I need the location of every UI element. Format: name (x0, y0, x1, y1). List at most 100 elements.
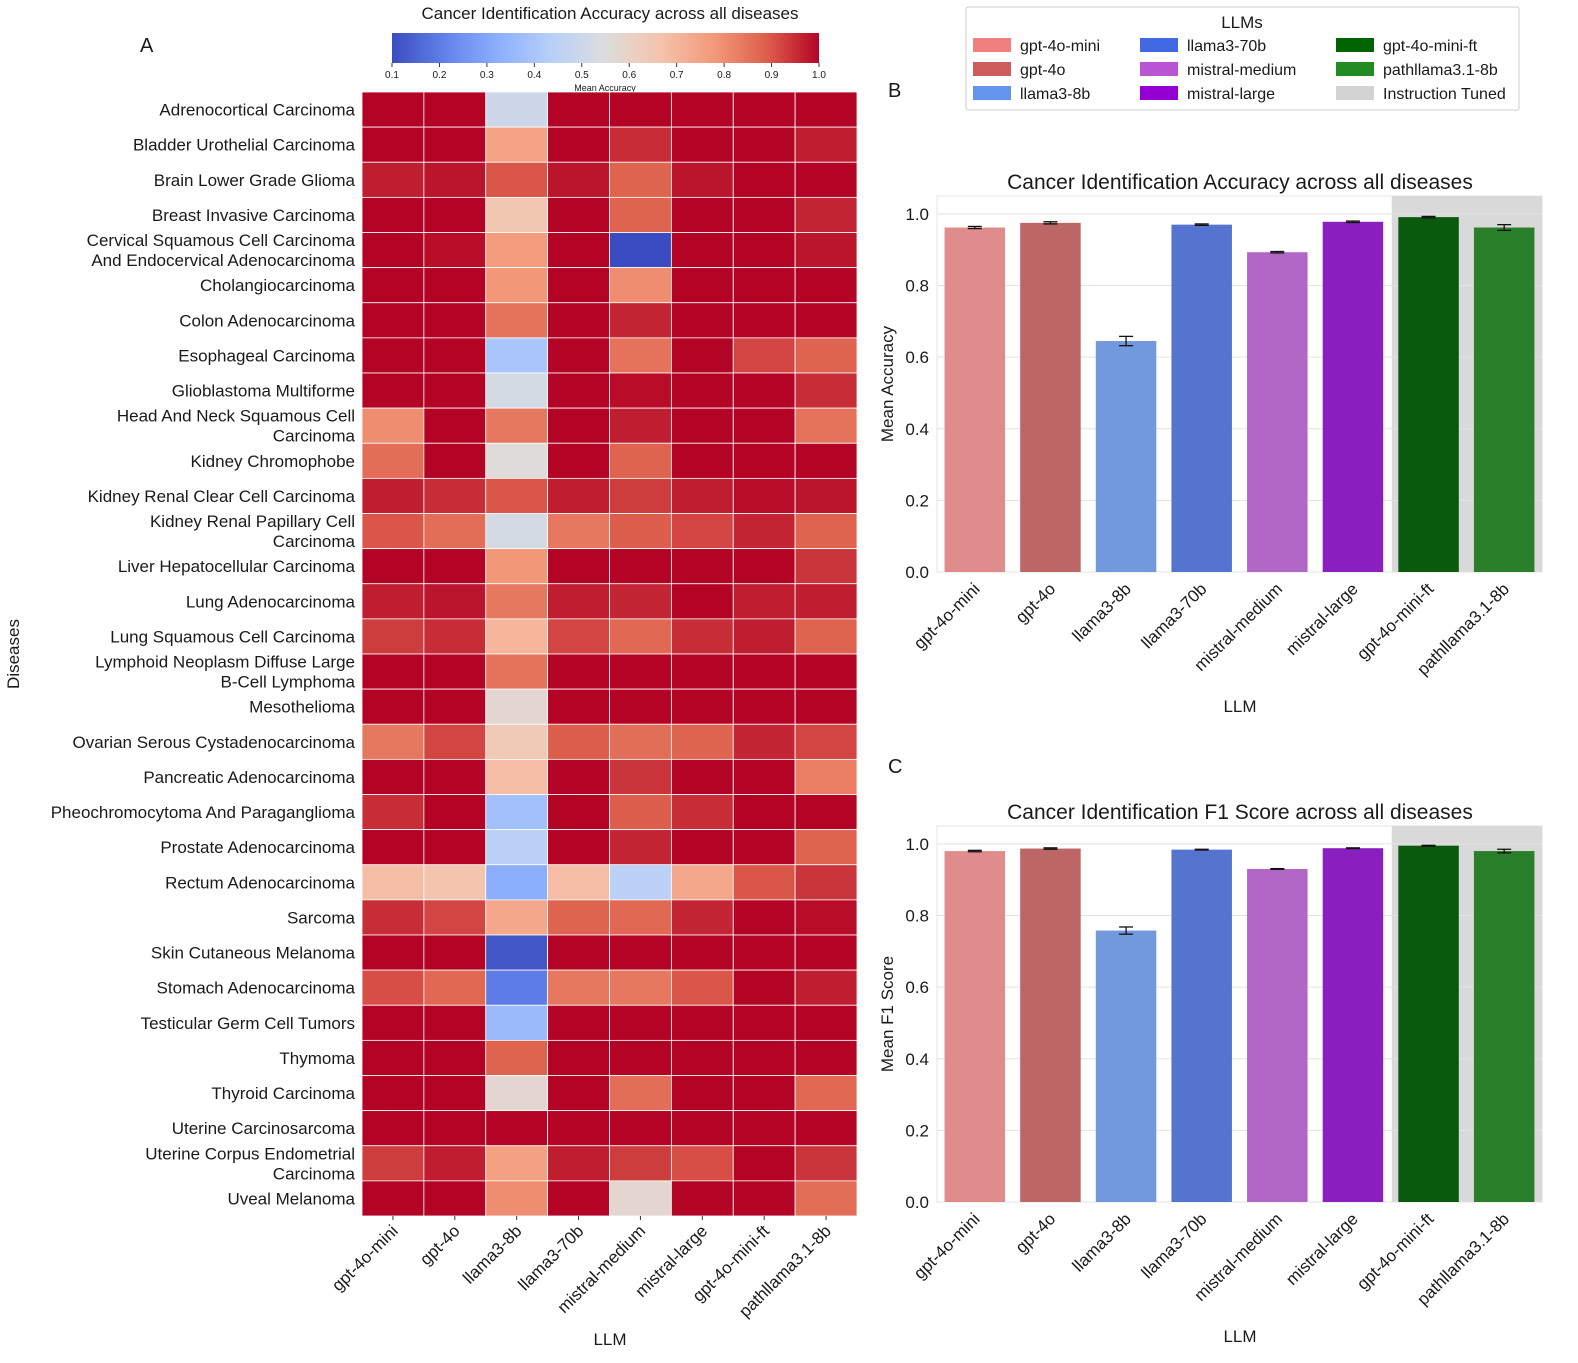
heatmap-cell (670, 267, 734, 304)
heatmap-cell (423, 196, 487, 233)
heatmap-cell (547, 688, 610, 725)
heatmap-cell (547, 513, 610, 550)
heatmap-row-label: Sarcoma (287, 908, 356, 927)
x-tick-label: gpt-4o-mini (910, 579, 984, 653)
heatmap-cell (485, 653, 549, 690)
heatmap-cell (794, 758, 858, 795)
legend: LLMs gpt-4o-mini gpt-4o llama3-8b llama3-70… (965, 6, 1520, 111)
heatmap-cell (361, 934, 425, 971)
heatmap-cell (732, 688, 796, 725)
heatmap-cell (670, 583, 734, 620)
y-axis-label: Mean F1 Score (878, 956, 897, 1072)
heatmap-cell (794, 969, 858, 1006)
heatmap-cell (547, 477, 610, 514)
heatmap-cell (670, 161, 734, 198)
heatmap-cell (732, 232, 796, 269)
heatmap-cell (609, 161, 672, 198)
heatmap-cell (485, 583, 549, 620)
heatmap-cell (732, 442, 796, 479)
x-tick-label: llama3-70b (1138, 1209, 1211, 1282)
heatmap-row-label: Testicular Germ Cell Tumors (141, 1014, 355, 1033)
heatmap-cell (547, 723, 610, 760)
y-tick-label: 0.8 (905, 907, 929, 926)
heatmap-cell (794, 196, 858, 233)
heatmap-cell (609, 548, 672, 585)
legend-swatch (1140, 38, 1178, 52)
legend-swatch (973, 86, 1011, 100)
heatmap-cell (732, 583, 796, 620)
heatmap-cell (485, 1075, 549, 1112)
legend-swatch (1336, 86, 1374, 100)
heatmap-cell (361, 302, 425, 339)
heatmap-cell (609, 583, 672, 620)
heatmap-cell (794, 618, 858, 655)
heatmap-cell (609, 653, 672, 690)
heatmap-cell (547, 864, 610, 901)
heatmap-cell (732, 794, 796, 831)
heatmap-cell (609, 232, 672, 269)
heatmap-cell (670, 618, 734, 655)
x-axis-label: LLM (1223, 1327, 1256, 1346)
heatmap-cell (547, 196, 610, 233)
colorbar-tick-label: 0.7 (670, 70, 684, 81)
heatmap-cell (423, 161, 487, 198)
heatmap-cell (485, 548, 549, 585)
heatmap-cell (485, 372, 549, 409)
heatmap-cell (609, 1145, 672, 1182)
heatmap-cell (609, 337, 672, 374)
heatmap-row-label: Glioblastoma Multiforme (172, 382, 355, 401)
heatmap-cell (609, 618, 672, 655)
heatmap-cell (794, 548, 858, 585)
heatmap-cell (423, 1110, 487, 1147)
panel-label-b: B (888, 80, 901, 102)
heatmap-cell (609, 1180, 672, 1217)
heatmap-row-label: Adrenocortical Carcinoma (159, 101, 355, 120)
heatmap-row-label: Head And Neck Squamous Cell Carcinoma (117, 407, 356, 446)
legend-swatch (1140, 86, 1178, 100)
legend-label: mistral-large (1187, 86, 1275, 103)
heatmap-cell (361, 583, 425, 620)
heatmap-cell (732, 161, 796, 198)
heatmap-cell (732, 267, 796, 304)
heatmap-row-label: Stomach Adenocarcinoma (157, 979, 356, 998)
heatmap-cell (670, 302, 734, 339)
heatmap-cell (485, 899, 549, 936)
heatmap-cell (423, 723, 487, 760)
legend-label: llama3-70b (1187, 38, 1266, 55)
heatmap-cell (547, 337, 610, 374)
x-tick-label: llama3-70b (1138, 579, 1211, 652)
heatmap-cell (485, 1145, 549, 1182)
heatmap-cell (732, 372, 796, 409)
panel-label-c: C (888, 756, 902, 778)
heatmap-cell (361, 1075, 425, 1112)
heatmap-cell (547, 829, 610, 866)
f1-bar-chart: Cancer Identification F1 Score across al… (878, 801, 1543, 1346)
heatmap-cell (547, 1039, 610, 1076)
heatmap-cell (732, 899, 796, 936)
heatmap-row-label: Pancreatic Adenocarcinoma (143, 768, 355, 787)
heatmap-cell (547, 653, 610, 690)
y-tick-label: 0.6 (905, 978, 929, 997)
y-tick-label: 1.0 (905, 205, 929, 224)
heatmap-cell (794, 126, 858, 163)
heatmap-row-label: Lymphoid Neoplasm Diffuse Large B-Cell Ly… (95, 653, 355, 692)
heatmap-cell (485, 1110, 549, 1147)
heatmap-cell (732, 723, 796, 760)
heatmap-cell (670, 126, 734, 163)
y-tick-label: 0.8 (905, 277, 929, 296)
heatmap-cell (732, 126, 796, 163)
heatmap-cell (485, 232, 549, 269)
heatmap-cell (361, 653, 425, 690)
bar (1398, 217, 1459, 572)
colorbar-tick-label: 0.1 (385, 70, 399, 81)
heatmap-cell (609, 864, 672, 901)
heatmap-cell (361, 1110, 425, 1147)
heatmap-cell (547, 372, 610, 409)
heatmap-row-label: Thymoma (279, 1049, 355, 1068)
heatmap-cell (732, 196, 796, 233)
heatmap-cell (670, 864, 734, 901)
heatmap-cell (423, 337, 487, 374)
heatmap-cell (547, 899, 610, 936)
heatmap-row-label: Lung Adenocarcinoma (186, 592, 356, 611)
bar-chart-title: Cancer Identification Accuracy across al… (1007, 171, 1473, 194)
